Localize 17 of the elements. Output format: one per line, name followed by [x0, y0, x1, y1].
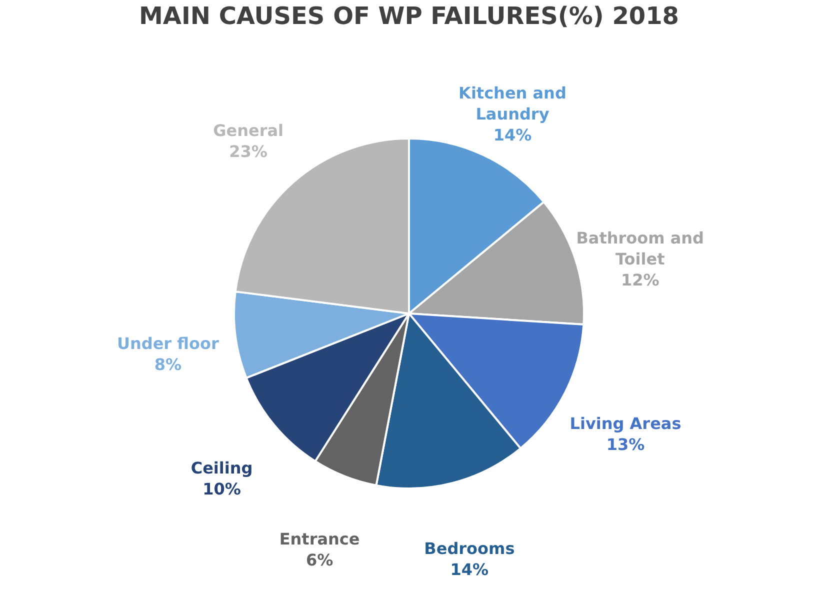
- slice-label: Bathroom and Toilet: [576, 228, 704, 268]
- data-label: 14%: [450, 560, 489, 579]
- slice-label: General: [213, 121, 284, 140]
- data-label: 14%: [493, 126, 532, 145]
- slice-label: Kitchen and Laundry: [458, 84, 566, 124]
- slice-label: Living Areas: [570, 414, 682, 433]
- data-label: 13%: [606, 434, 645, 454]
- data-label: 23%: [229, 142, 268, 162]
- data-label: 8%: [154, 354, 182, 374]
- slice-label: Entrance: [279, 529, 360, 548]
- data-label: 12%: [620, 270, 660, 290]
- slice-label: Bedrooms: [424, 538, 515, 558]
- slice-label: Under floor: [116, 334, 219, 353]
- chart-title: MAIN CAUSES OF WP FAILURES(%) 2018: [138, 2, 680, 30]
- data-label: 6%: [306, 550, 334, 570]
- slice-label: Ceiling: [190, 458, 253, 478]
- data-label: 10%: [202, 479, 241, 498]
